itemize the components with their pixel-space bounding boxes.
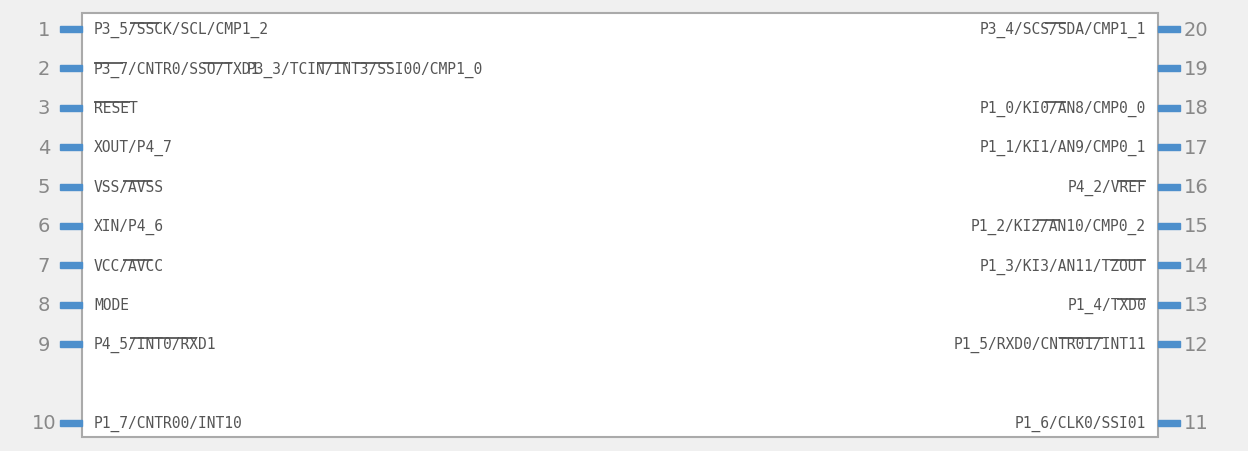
- Text: RESET: RESET: [94, 101, 137, 116]
- Bar: [1158, 420, 1181, 426]
- Bar: [1158, 106, 1181, 111]
- Text: VCC/AVCC: VCC/AVCC: [94, 258, 163, 273]
- Bar: [82, 14, 1158, 437]
- Text: P3_3/TCIN/INT3/SSI00/CMP1_0: P3_3/TCIN/INT3/SSI00/CMP1_0: [247, 61, 483, 77]
- Text: 13: 13: [1183, 296, 1208, 315]
- Text: P4_2/VREF: P4_2/VREF: [1067, 179, 1146, 195]
- Bar: [60, 184, 82, 190]
- Bar: [60, 224, 82, 230]
- Bar: [1158, 184, 1181, 190]
- Text: MODE: MODE: [94, 298, 129, 313]
- Text: P1_3/KI3/AN11/TZOUT: P1_3/KI3/AN11/TZOUT: [980, 258, 1146, 274]
- Bar: [60, 302, 82, 308]
- Text: 8: 8: [37, 296, 50, 315]
- Bar: [1158, 27, 1181, 33]
- Bar: [60, 420, 82, 426]
- Text: P1_5/RXD0/CNTR01/INT11: P1_5/RXD0/CNTR01/INT11: [953, 336, 1146, 353]
- Text: 6: 6: [37, 217, 50, 236]
- Text: P4_5/INT0/RXD1: P4_5/INT0/RXD1: [94, 336, 216, 353]
- Bar: [60, 27, 82, 33]
- Text: 2: 2: [37, 60, 50, 79]
- Bar: [1158, 341, 1181, 347]
- Text: 18: 18: [1183, 99, 1208, 118]
- Text: 11: 11: [1183, 414, 1208, 433]
- Text: 15: 15: [1183, 217, 1208, 236]
- Bar: [60, 341, 82, 347]
- Text: 19: 19: [1183, 60, 1208, 79]
- Text: XOUT/P4_7: XOUT/P4_7: [94, 140, 172, 156]
- Bar: [1158, 224, 1181, 230]
- Text: 7: 7: [37, 256, 50, 275]
- Text: P3_5/SSCK/SCL/CMP1_2: P3_5/SSCK/SCL/CMP1_2: [94, 22, 270, 38]
- Text: P1_2/KI2/AN10/CMP0_2: P1_2/KI2/AN10/CMP0_2: [971, 218, 1146, 235]
- Bar: [1158, 302, 1181, 308]
- Text: P3_4/SCS/SDA/CMP1_1: P3_4/SCS/SDA/CMP1_1: [980, 22, 1146, 38]
- Text: 17: 17: [1183, 138, 1208, 157]
- Text: 20: 20: [1183, 20, 1208, 39]
- Text: 1: 1: [37, 20, 50, 39]
- Bar: [60, 106, 82, 111]
- Bar: [1158, 145, 1181, 151]
- Bar: [1158, 66, 1181, 72]
- Text: XIN/P4_6: XIN/P4_6: [94, 218, 163, 235]
- Text: P1_0/KI0/AN8/CMP0_0: P1_0/KI0/AN8/CMP0_0: [980, 101, 1146, 117]
- Text: VSS/AVSS: VSS/AVSS: [94, 179, 163, 195]
- Bar: [60, 66, 82, 72]
- Text: P1_7/CNTR00/INT10: P1_7/CNTR00/INT10: [94, 415, 243, 431]
- Text: 3: 3: [37, 99, 50, 118]
- Text: 5: 5: [37, 178, 50, 197]
- Text: 9: 9: [37, 335, 50, 354]
- Text: P1_4/TXD0: P1_4/TXD0: [1067, 297, 1146, 313]
- Text: P1_1/KI1/AN9/CMP0_1: P1_1/KI1/AN9/CMP0_1: [980, 140, 1146, 156]
- Text: 4: 4: [37, 138, 50, 157]
- Text: 10: 10: [31, 414, 56, 433]
- Text: P1_6/CLK0/SSI01: P1_6/CLK0/SSI01: [1015, 415, 1146, 431]
- Bar: [60, 145, 82, 151]
- Bar: [1158, 263, 1181, 269]
- Bar: [60, 263, 82, 269]
- Text: 16: 16: [1183, 178, 1208, 197]
- Text: 14: 14: [1183, 256, 1208, 275]
- Text: 12: 12: [1183, 335, 1208, 354]
- Text: P3_7/CNTR0/SSO/TXD1: P3_7/CNTR0/SSO/TXD1: [94, 61, 261, 77]
